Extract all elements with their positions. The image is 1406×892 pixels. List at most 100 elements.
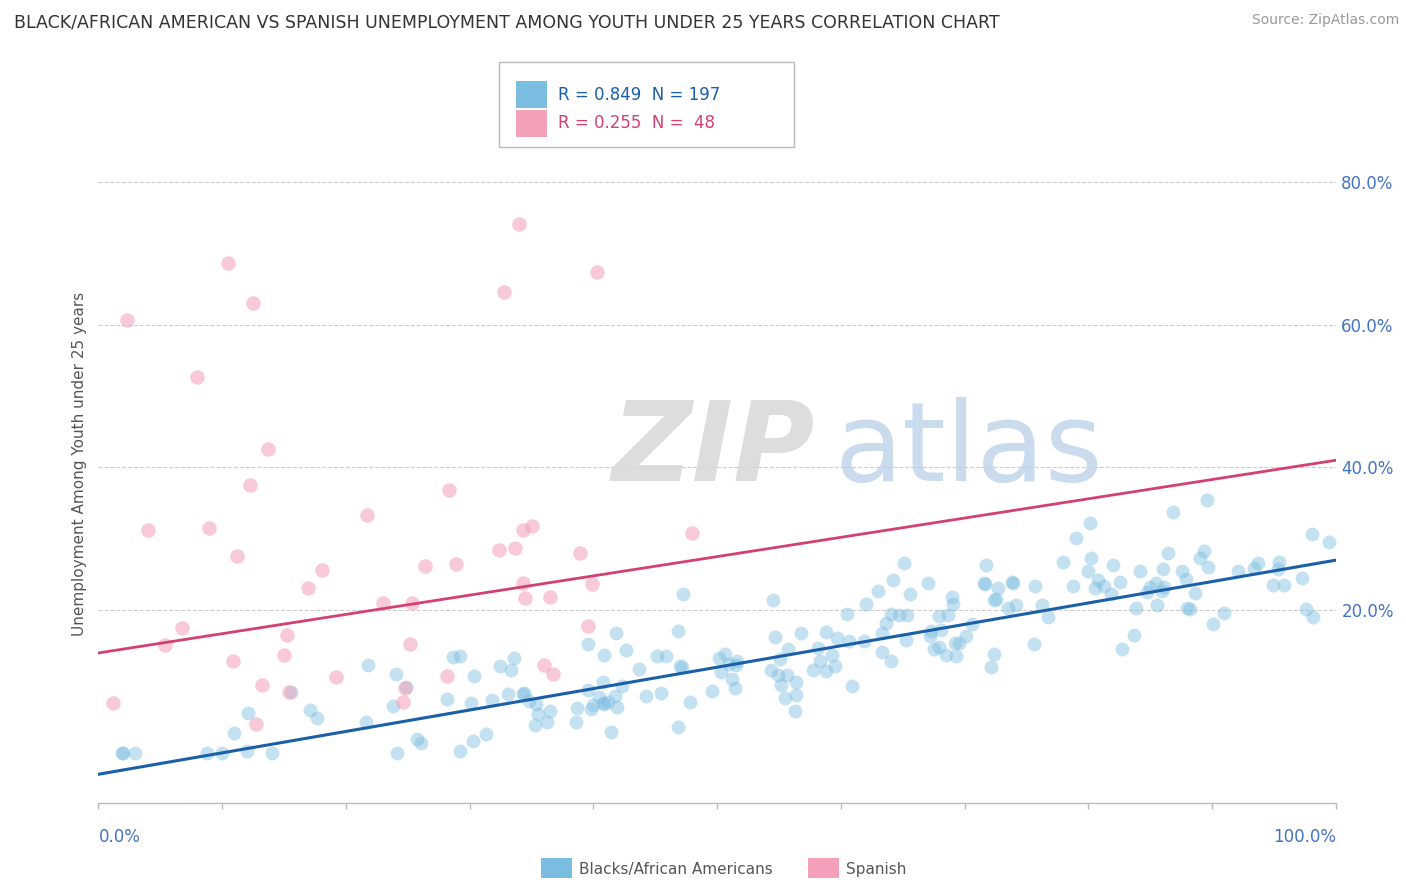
Point <box>1052 555 1074 569</box>
Point <box>1062 579 1084 593</box>
Point <box>1170 564 1192 578</box>
Point <box>1192 544 1215 558</box>
Point <box>727 654 749 668</box>
Point <box>155 638 177 652</box>
Point <box>1146 598 1168 612</box>
Point <box>1125 601 1147 615</box>
Point <box>1084 582 1107 596</box>
Point <box>1243 561 1265 575</box>
Point <box>666 624 689 638</box>
Point <box>592 697 614 711</box>
Point <box>603 689 626 703</box>
Point <box>1202 616 1225 631</box>
Point <box>1198 560 1220 574</box>
Point <box>1080 551 1102 566</box>
Point <box>115 313 138 327</box>
Point <box>1188 551 1211 566</box>
Point <box>942 598 965 612</box>
Point <box>983 592 1005 607</box>
Point <box>898 587 921 601</box>
Point <box>569 546 592 560</box>
Point <box>1109 575 1132 590</box>
Point <box>250 678 273 692</box>
Point <box>488 543 510 558</box>
Point <box>1163 505 1185 519</box>
Point <box>278 684 301 698</box>
Point <box>522 519 544 533</box>
Point <box>217 255 239 269</box>
Point <box>824 659 846 673</box>
Point <box>112 746 135 760</box>
Point <box>962 617 984 632</box>
Point <box>489 658 512 673</box>
Point <box>236 744 259 758</box>
Point <box>785 675 807 690</box>
Point <box>976 558 998 573</box>
Point <box>260 746 283 760</box>
Point <box>766 667 789 681</box>
Point <box>222 654 245 668</box>
Point <box>1178 602 1201 616</box>
Point <box>936 608 959 623</box>
Point <box>512 687 534 701</box>
Point <box>373 596 395 610</box>
Point <box>645 649 668 664</box>
Point <box>893 556 915 570</box>
Point <box>669 659 692 673</box>
Point <box>671 659 693 673</box>
Point <box>297 581 319 595</box>
Point <box>1031 598 1053 612</box>
Point <box>449 648 471 663</box>
Text: ZIP: ZIP <box>612 397 815 504</box>
Point <box>512 523 534 537</box>
Point <box>955 628 977 642</box>
Point <box>882 574 904 588</box>
Point <box>943 636 966 650</box>
Point <box>541 666 564 681</box>
Point <box>1291 571 1313 585</box>
Point <box>814 664 837 678</box>
Y-axis label: Unemployment Among Youth under 25 years: Unemployment Among Youth under 25 years <box>72 292 87 636</box>
Point <box>581 577 603 591</box>
Point <box>1022 637 1045 651</box>
Point <box>1080 516 1102 530</box>
Point <box>759 663 782 677</box>
Point <box>586 265 609 279</box>
Point <box>655 648 678 663</box>
Point <box>1268 555 1291 569</box>
Point <box>508 217 530 231</box>
Point <box>785 689 807 703</box>
Point <box>242 296 264 310</box>
Point <box>1123 628 1146 642</box>
Point <box>576 683 599 698</box>
Point <box>437 483 460 497</box>
Point <box>1295 602 1317 616</box>
Point <box>855 598 877 612</box>
Point <box>356 508 378 522</box>
Point <box>526 706 548 721</box>
Point <box>710 665 733 680</box>
Point <box>224 725 246 739</box>
Point <box>935 648 957 663</box>
Point <box>280 685 302 699</box>
Point <box>973 577 995 591</box>
Point <box>707 651 730 665</box>
Point <box>1301 526 1323 541</box>
Point <box>973 576 995 591</box>
Point <box>311 563 333 577</box>
Point <box>394 681 416 696</box>
Point <box>880 654 903 668</box>
Point <box>395 680 418 694</box>
Point <box>596 695 619 709</box>
Point <box>1038 609 1060 624</box>
Point <box>593 697 616 711</box>
Point <box>610 679 633 693</box>
Point <box>650 686 672 700</box>
Point <box>770 678 793 692</box>
Point <box>533 657 555 672</box>
Point <box>948 636 970 650</box>
Point <box>245 716 267 731</box>
Point <box>872 645 894 659</box>
Point <box>503 651 526 665</box>
Point <box>790 626 813 640</box>
